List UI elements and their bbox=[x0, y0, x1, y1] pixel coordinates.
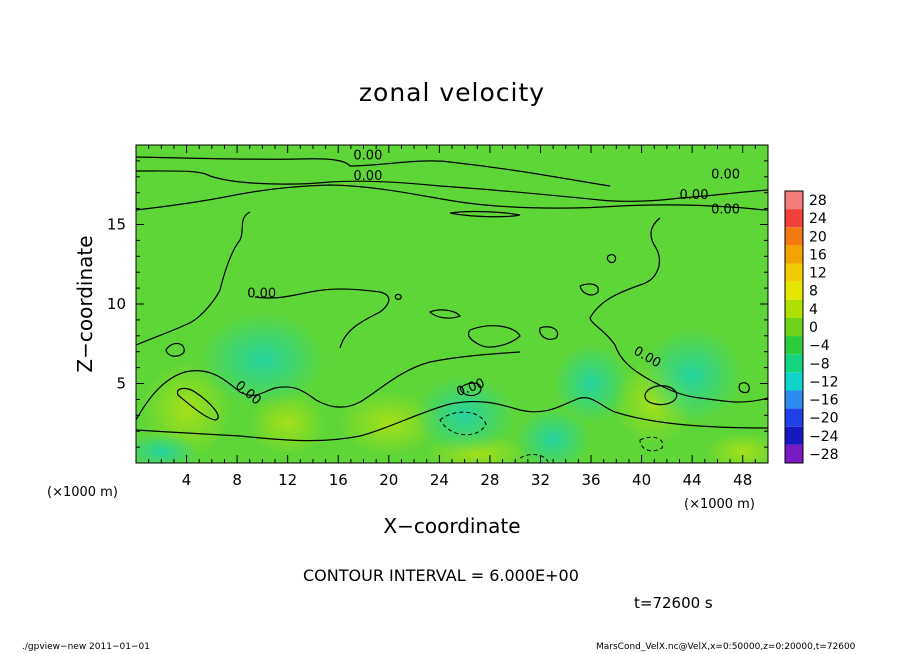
colorbar-label: 20 bbox=[809, 229, 827, 245]
x-axis: 4 8 12 16 20 24 28 32 36 40 44 48 bbox=[148, 145, 756, 489]
contour-line bbox=[539, 326, 559, 340]
field-patch bbox=[136, 432, 200, 463]
colorbar-label: 28 bbox=[809, 193, 827, 209]
colorbar-label: −8 bbox=[809, 356, 830, 372]
contour-label: 0.00 bbox=[353, 148, 382, 163]
field-patch bbox=[553, 343, 629, 424]
colorbar-segment bbox=[785, 444, 803, 463]
field-patch bbox=[199, 311, 326, 408]
x-tick-label: 20 bbox=[379, 471, 398, 489]
field-patch bbox=[515, 407, 592, 463]
y-axis: 5 10 15 bbox=[107, 160, 768, 448]
x-tick-label: 40 bbox=[632, 471, 651, 489]
chart-title: zonal velocity bbox=[358, 78, 546, 107]
colorbar: 28 24 20 16 12 8 4 0 −4 −8 −12 −16 −20 −24 −28 bbox=[784, 190, 839, 464]
colorbar-label: 8 bbox=[809, 284, 818, 300]
colorbar-segment bbox=[785, 245, 803, 264]
colorbar-segment bbox=[785, 227, 803, 246]
x-tick-label: 28 bbox=[480, 471, 499, 489]
time-label: t=72600 s bbox=[634, 594, 713, 612]
field-patch bbox=[704, 432, 768, 463]
colorbar-label: −20 bbox=[809, 411, 839, 427]
contour-line bbox=[136, 397, 768, 442]
colorbar-label: −4 bbox=[809, 338, 830, 354]
contour-line bbox=[449, 210, 521, 218]
colorbar-segment bbox=[785, 390, 803, 409]
colorbar-segment bbox=[785, 191, 803, 210]
colorbar-segment bbox=[785, 426, 803, 445]
contour-line bbox=[459, 382, 482, 397]
contour-label: 0.00 bbox=[711, 202, 740, 217]
x-tick-label: 36 bbox=[581, 471, 600, 489]
colorbar-label: −28 bbox=[809, 447, 839, 463]
field-patch bbox=[641, 327, 743, 424]
contour-line bbox=[136, 211, 251, 346]
colorbar-segment bbox=[785, 372, 803, 391]
contour-lines bbox=[136, 156, 768, 442]
contour-line bbox=[136, 156, 611, 187]
colorbar-label: 0 bbox=[809, 320, 818, 336]
contour-line bbox=[428, 309, 461, 319]
colorbar-label: −16 bbox=[809, 393, 839, 409]
contour-label: 0.00 bbox=[247, 287, 276, 302]
x-tick-label: 4 bbox=[182, 471, 192, 489]
contour-line bbox=[136, 351, 521, 421]
contour-line bbox=[136, 184, 768, 211]
y-axis-title: Z−coordinate bbox=[73, 235, 97, 372]
contour-label: 0.00 bbox=[711, 167, 740, 182]
contour-line bbox=[644, 385, 678, 406]
field-patch bbox=[414, 375, 516, 456]
contour-line bbox=[589, 217, 768, 403]
colorbar-segment bbox=[785, 281, 803, 300]
colorbar-segment bbox=[785, 336, 803, 355]
x-tick-label: 44 bbox=[683, 471, 702, 489]
x-tick-label: 8 bbox=[232, 471, 242, 489]
y-tick-label: 15 bbox=[107, 216, 126, 234]
colorbar-label: −24 bbox=[809, 429, 839, 445]
contour-line bbox=[519, 454, 549, 463]
y-axis-unit: (×1000 m) bbox=[47, 485, 118, 500]
contour-line bbox=[639, 436, 664, 452]
contour-interval-label: CONTOUR INTERVAL = 6.000E+00 bbox=[303, 566, 579, 585]
x-tick-label: 48 bbox=[733, 471, 752, 489]
footer-program-info: ./gpview−new 2011−01−01 bbox=[22, 642, 150, 652]
contour-label: 0.00 bbox=[680, 188, 709, 203]
colorbar-segment bbox=[785, 209, 803, 228]
x-axis-title: X−coordinate bbox=[383, 514, 520, 538]
contour-line bbox=[467, 325, 521, 348]
colorbar-frame bbox=[784, 190, 804, 464]
colorbar-label: −12 bbox=[809, 374, 839, 390]
y-tick-label: 5 bbox=[116, 375, 126, 393]
x-tick-label: 32 bbox=[531, 471, 550, 489]
colorbar-label: 16 bbox=[809, 247, 827, 263]
x-tick-label: 24 bbox=[430, 471, 449, 489]
colorbar-segment bbox=[785, 263, 803, 282]
colorbar-label: 12 bbox=[809, 266, 827, 282]
colorbar-segment bbox=[785, 317, 803, 337]
x-tick-label: 16 bbox=[329, 471, 348, 489]
contour-line bbox=[738, 382, 750, 394]
colorbar-segment bbox=[785, 354, 803, 373]
contour-line bbox=[579, 283, 599, 296]
contour-line bbox=[606, 254, 617, 264]
contour-line bbox=[165, 342, 185, 357]
contour-label: 0.00 bbox=[353, 169, 382, 184]
contour-line bbox=[394, 293, 402, 300]
x-tick-label: 12 bbox=[278, 471, 297, 489]
contour-line bbox=[254, 288, 390, 349]
contour-line bbox=[176, 387, 219, 421]
contour-line bbox=[136, 170, 768, 202]
field-patch bbox=[338, 391, 440, 456]
contour-line bbox=[439, 411, 487, 436]
colorbar-label: 4 bbox=[809, 302, 818, 318]
colorbar-segment bbox=[785, 408, 803, 427]
footer-data-source: MarsCond_VelX.nc@VelX,x=0:50000,z=0:2000… bbox=[596, 642, 856, 652]
negative-contour-lines bbox=[439, 411, 664, 463]
colorbar-label: 24 bbox=[809, 211, 827, 227]
colorbar-segment bbox=[785, 299, 803, 318]
x-axis-unit: (×1000 m) bbox=[684, 497, 755, 512]
y-tick-label: 10 bbox=[107, 295, 126, 313]
